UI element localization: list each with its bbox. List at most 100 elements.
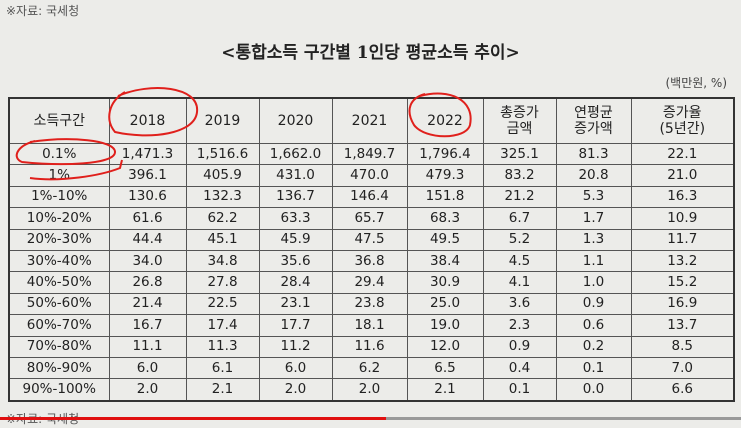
row-label: 70%-80%	[8, 335, 110, 358]
data-cell: 4.5	[482, 249, 557, 273]
row-label: 30%-40%	[8, 249, 110, 273]
data-cell: 27.8	[185, 271, 260, 294]
data-cell: 25.0	[406, 292, 484, 316]
data-cell: 479.3	[406, 164, 484, 187]
data-cell: 2.1	[406, 378, 484, 402]
data-cell: 1.7	[555, 207, 632, 230]
data-cell: 4.1	[482, 271, 557, 294]
header-cell: 2020	[258, 97, 333, 144]
data-cell: 36.8	[331, 249, 408, 273]
header-line: 총증가	[500, 105, 539, 121]
header-cell: 2022	[406, 97, 484, 144]
data-row: 40%-50% 26.8 27.8 28.4 29.4 30.9 4.1 1.0 15.2	[8, 271, 735, 294]
data-cell: 1,849.7	[331, 142, 408, 166]
data-cell: 3.6	[482, 292, 557, 316]
data-cell: 2.0	[258, 378, 333, 402]
data-cell: 83.2	[482, 164, 557, 187]
data-cell: 130.6	[108, 185, 187, 209]
data-cell: 62.2	[185, 207, 260, 230]
data-cell: 1,471.3	[108, 142, 187, 166]
data-row: 90%-100% 2.0 2.1 2.0 2.0 2.1 0.1 0.0 6.6	[8, 378, 735, 402]
data-cell: 35.6	[258, 249, 333, 273]
data-cell: 11.1	[108, 335, 187, 358]
row-label: 50%-60%	[8, 292, 110, 316]
data-cell: 0.6	[555, 314, 632, 337]
data-cell: 11.2	[258, 335, 333, 358]
data-cell: 6.5	[406, 356, 484, 380]
data-cell: 16.9	[630, 292, 735, 316]
data-cell: 1.0	[555, 271, 632, 294]
data-cell: 12.0	[406, 335, 484, 358]
data-cell: 0.9	[555, 292, 632, 316]
data-cell: 1.3	[555, 228, 632, 251]
data-cell: 0.0	[555, 378, 632, 402]
header-cell: 2018	[108, 97, 187, 144]
data-cell: 405.9	[185, 164, 260, 187]
data-cell: 0.1	[482, 378, 557, 402]
data-cell: 34.8	[185, 249, 260, 273]
header-line: 금액	[506, 121, 533, 137]
row-label: 90%-100%	[8, 378, 110, 402]
data-row: 60%-70% 16.7 17.4 17.7 18.1 19.0 2.3 0.6 13.7	[8, 314, 735, 337]
income-table: 소득구간 2018 2019 2020 2021 2022 총증가 금액 연평균 증가액 증가율 (5…	[8, 97, 735, 402]
data-cell: 0.2	[555, 335, 632, 358]
data-cell: 431.0	[258, 164, 333, 187]
header-line: (5년간)	[659, 121, 706, 137]
data-cell: 38.4	[406, 249, 484, 273]
header-cell: 소득구간	[8, 97, 110, 144]
source-note: ※자료: 국세청	[6, 412, 80, 426]
data-row: 20%-30% 44.4 45.1 45.9 47.5 49.5 5.2 1.3 11.7	[8, 228, 735, 251]
data-cell: 13.2	[630, 249, 735, 273]
data-cell: 11.6	[331, 335, 408, 358]
data-cell: 2.1	[185, 378, 260, 402]
data-cell: 63.3	[258, 207, 333, 230]
row-label: 0.1%	[8, 142, 110, 166]
data-cell: 136.7	[258, 185, 333, 209]
data-cell: 151.8	[406, 185, 484, 209]
data-cell: 15.2	[630, 271, 735, 294]
data-cell: 45.1	[185, 228, 260, 251]
header-cell: 증가율 (5년간)	[630, 97, 735, 144]
header-cell: 2019	[185, 97, 260, 144]
data-cell: 44.4	[108, 228, 187, 251]
data-cell: 6.6	[630, 378, 735, 402]
data-cell: 20.8	[555, 164, 632, 187]
row-label: 10%-20%	[8, 207, 110, 230]
data-cell: 0.9	[482, 335, 557, 358]
data-cell: 146.4	[331, 185, 408, 209]
data-cell: 0.1	[555, 356, 632, 380]
data-row: 80%-90% 6.0 6.1 6.0 6.2 6.5 0.4 0.1 7.0	[8, 356, 735, 380]
data-row: 1%-10% 130.6 132.3 136.7 146.4 151.8 21.2 5.3 16…	[8, 185, 735, 209]
data-cell: 17.7	[258, 314, 333, 337]
data-cell: 30.9	[406, 271, 484, 294]
data-cell: 6.2	[331, 356, 408, 380]
data-cell: 65.7	[331, 207, 408, 230]
data-cell: 6.1	[185, 356, 260, 380]
data-cell: 13.7	[630, 314, 735, 337]
source-note: ※자료: 국세청	[6, 4, 80, 18]
header-cell: 총증가 금액	[482, 97, 557, 144]
data-cell: 21.4	[108, 292, 187, 316]
header-line: 연평균	[574, 105, 613, 121]
data-cell: 26.8	[108, 271, 187, 294]
data-cell: 16.7	[108, 314, 187, 337]
data-cell: 396.1	[108, 164, 187, 187]
data-cell: 325.1	[482, 142, 557, 166]
data-cell: 45.9	[258, 228, 333, 251]
header-line: 증가액	[574, 121, 613, 137]
data-cell: 1,516.6	[185, 142, 260, 166]
data-cell: 11.3	[185, 335, 260, 358]
data-cell: 22.1	[630, 142, 735, 166]
data-cell: 81.3	[555, 142, 632, 166]
data-cell: 8.5	[630, 335, 735, 358]
data-cell: 21.2	[482, 185, 557, 209]
data-cell: 23.8	[331, 292, 408, 316]
data-row: 30%-40% 34.0 34.8 35.6 36.8 38.4 4.5 1.1 13.2	[8, 249, 735, 273]
data-row: 1% 396.1 405.9 431.0 470.0 479.3 83.2 20.8 21.0	[8, 164, 735, 187]
data-cell: 5.3	[555, 185, 632, 209]
data-cell: 22.5	[185, 292, 260, 316]
data-cell: 2.0	[331, 378, 408, 402]
data-cell: 34.0	[108, 249, 187, 273]
table-title: <통합소득 구간별 1인당 평균소득 추이>	[221, 43, 520, 63]
data-cell: 6.0	[258, 356, 333, 380]
